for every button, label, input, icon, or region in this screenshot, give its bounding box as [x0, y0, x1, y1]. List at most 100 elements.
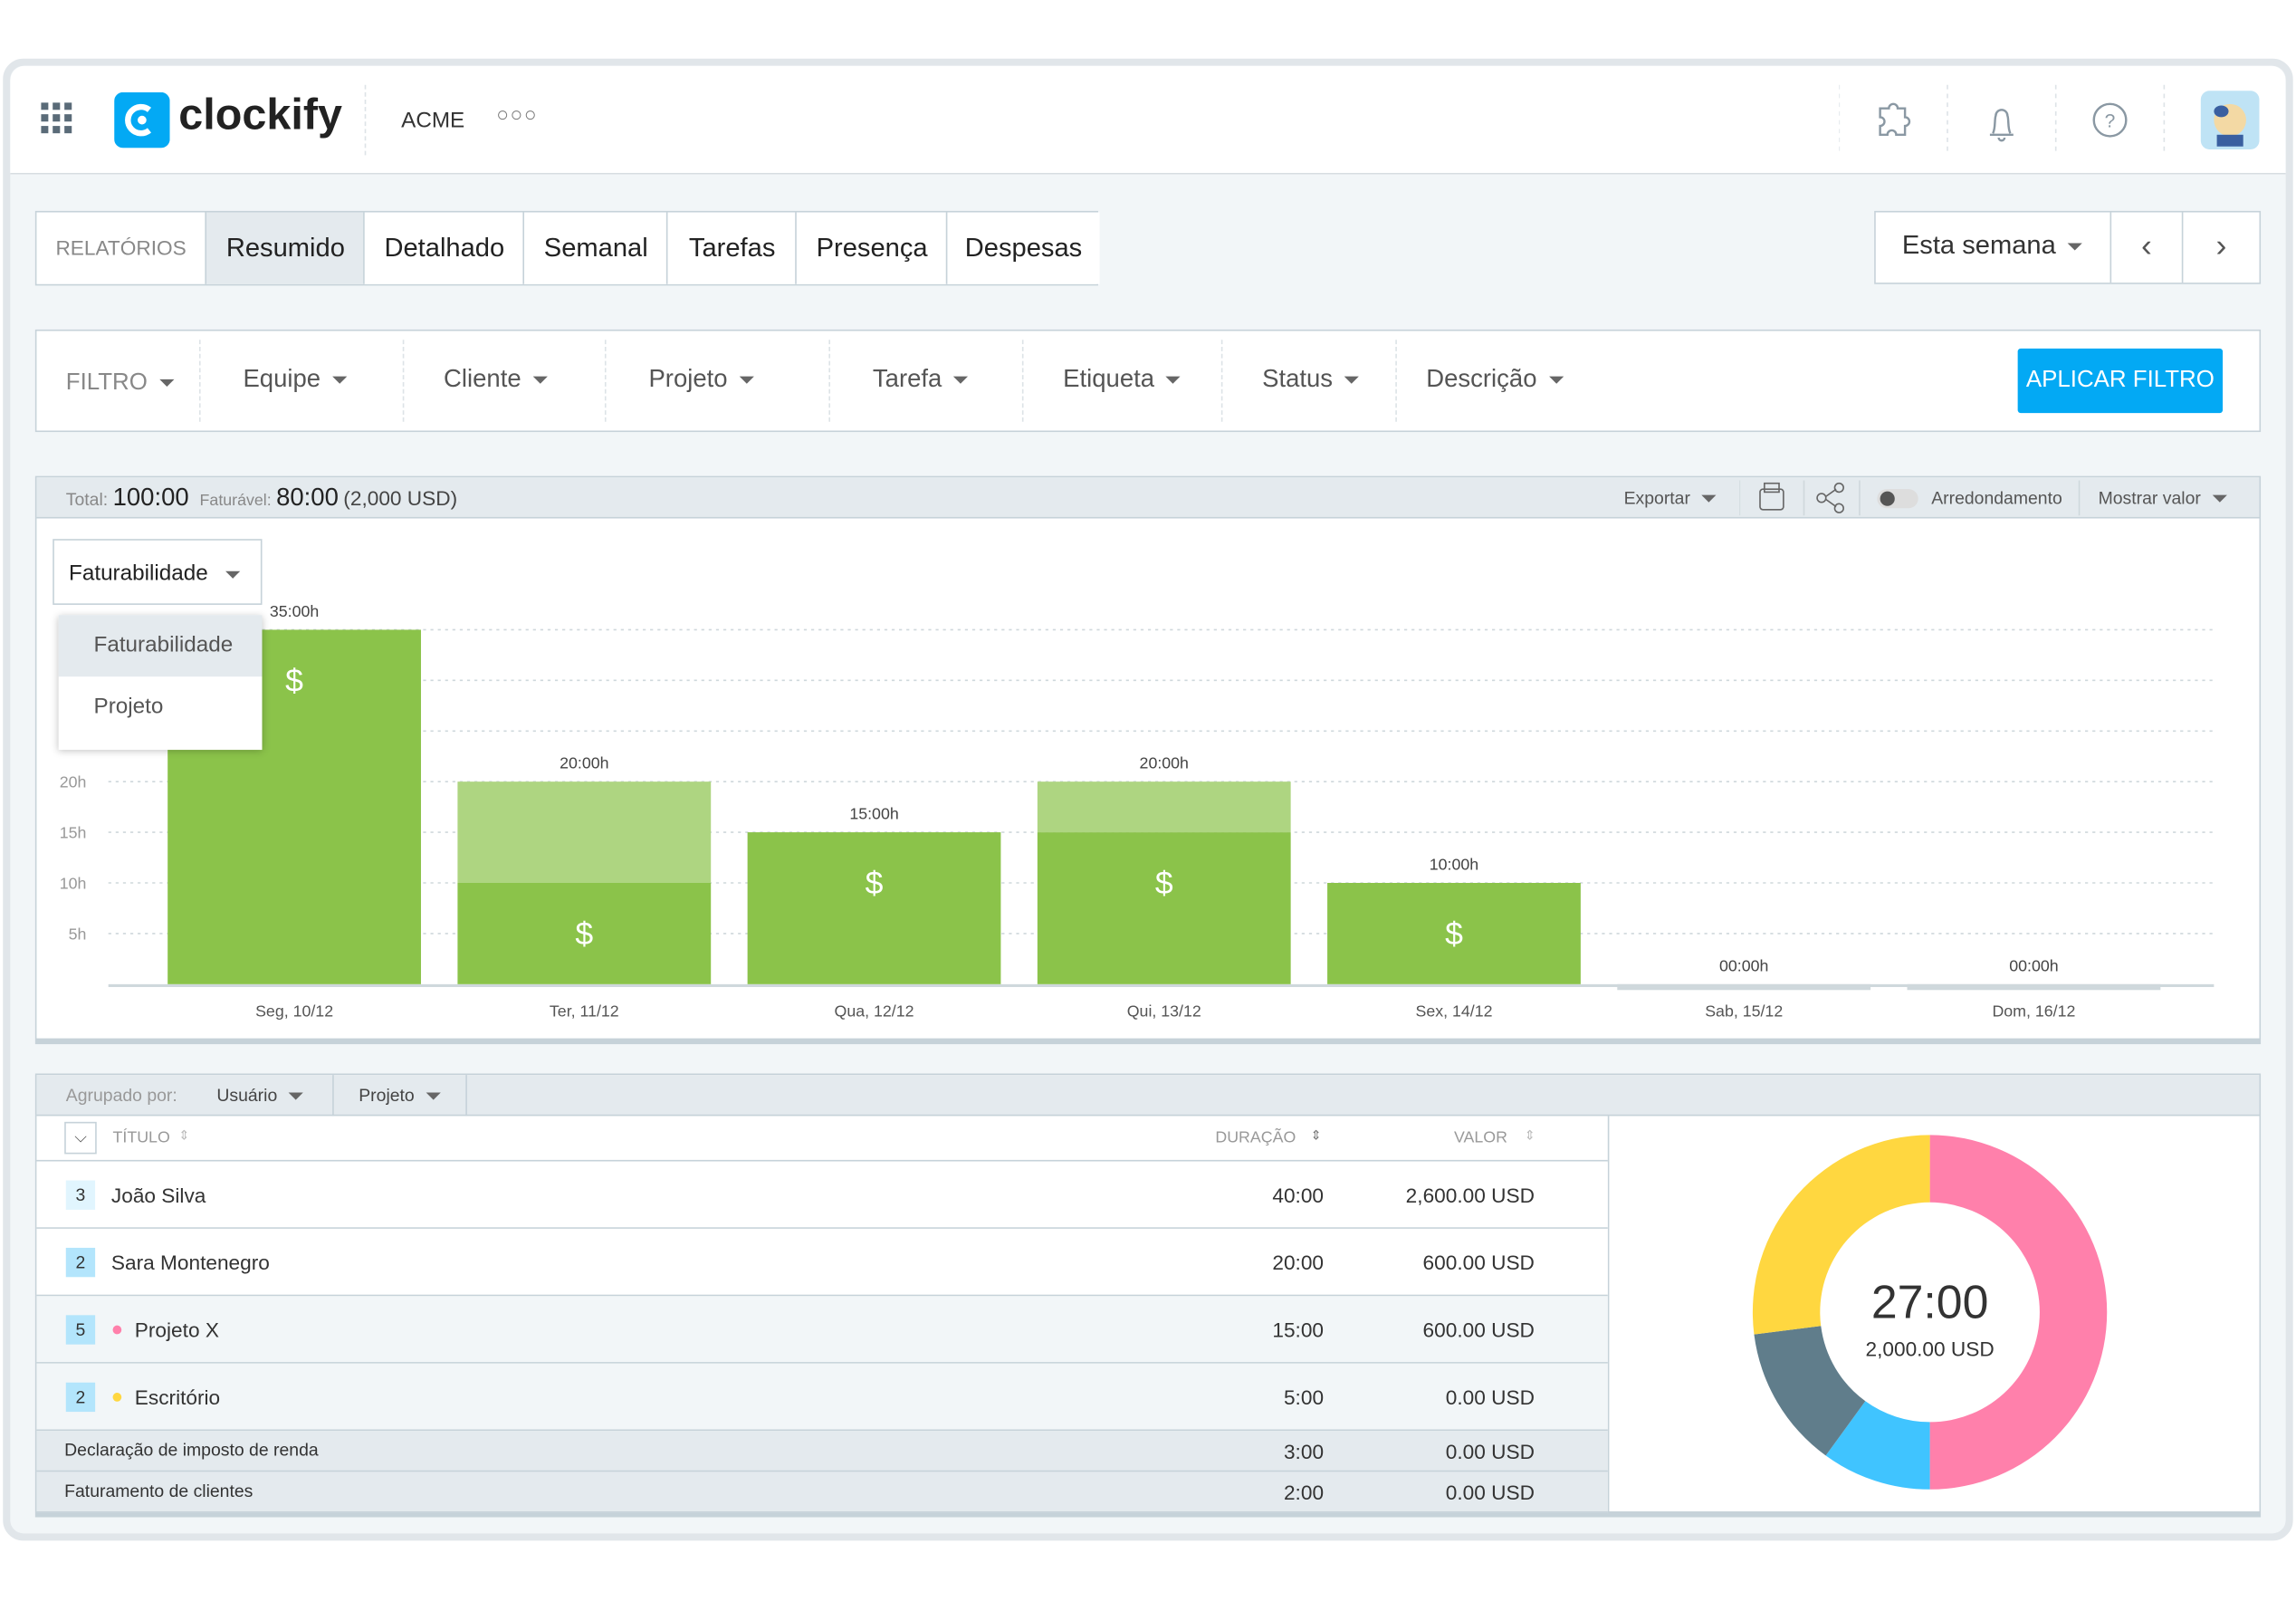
chart-selector-menu: Faturabilidade Projeto — [58, 615, 263, 751]
row-amount: 0.00 USD — [1445, 1438, 1535, 1462]
caret — [289, 1093, 304, 1101]
table-row — [36, 1431, 1608, 1472]
billable-amount: (2,000 USD) — [343, 485, 458, 510]
divider — [1607, 1116, 1610, 1512]
x-tick-label: Ter, 11/12 — [550, 1002, 619, 1020]
caret — [953, 376, 969, 384]
value-label: 00:00h — [1719, 956, 1768, 974]
filter[interactable]: Etiqueta — [1063, 365, 1181, 394]
count-badge: 5 — [65, 1314, 96, 1344]
svg-text:?: ? — [2105, 111, 2116, 132]
filter-label[interactable]: FILTRO — [66, 370, 174, 397]
logo-icon[interactable] — [114, 91, 170, 149]
menu-option[interactable]: Projeto — [93, 694, 164, 720]
filter-label: Tarefa — [872, 364, 942, 393]
top-icons: ? — [1839, 84, 2260, 156]
billable-icon: $ — [866, 865, 884, 901]
filter-label: Cliente — [444, 364, 521, 393]
apps-icon[interactable] — [41, 102, 76, 138]
bar — [1037, 781, 1291, 833]
tabs-label: RELATÓRIOS — [55, 235, 187, 260]
row-duration: 20:00 — [1272, 1250, 1325, 1274]
group-value: Usuário — [216, 1085, 278, 1107]
empty-bar — [1907, 983, 2161, 991]
x-tick-label: Qui, 13/12 — [1127, 1002, 1201, 1020]
rounding[interactable]: Arredondamento — [1931, 487, 2062, 509]
chart-selector[interactable]: Faturabilidade — [53, 539, 263, 605]
count-badge: 2 — [65, 1381, 96, 1412]
row-amount: 2,600.00 USD — [1405, 1183, 1535, 1207]
row-title: Sara Montenegro — [110, 1250, 270, 1274]
caret — [2212, 495, 2227, 503]
donut-chart: 27:00 2,000.00 USD — [1752, 1135, 2108, 1490]
caret — [225, 570, 241, 579]
sort-icon[interactable]: ⇕ — [178, 1127, 190, 1143]
bar — [1037, 832, 1291, 984]
billable: 80:00 — [276, 483, 339, 512]
bar — [457, 781, 712, 884]
y-tick-label: 10h — [60, 874, 87, 892]
billable-icon: $ — [285, 662, 303, 698]
date-range[interactable]: Esta semana — [1902, 230, 2082, 261]
show-value[interactable]: Mostrar valor — [2099, 488, 2227, 508]
more-menu[interactable]: ○○○ — [496, 102, 539, 127]
tab[interactable]: Despesas — [945, 212, 1100, 284]
column-header[interactable]: DURAÇÃO — [1215, 1128, 1296, 1147]
prev-button[interactable]: ‹ — [2109, 212, 2184, 283]
filter[interactable]: Projeto — [648, 365, 754, 394]
row-amount: 0.00 USD — [1445, 1480, 1535, 1504]
row-amount: 600.00 USD — [1422, 1317, 1535, 1341]
table-row — [36, 1228, 1608, 1297]
column-header[interactable]: VALOR — [1453, 1128, 1507, 1147]
caret — [2067, 243, 2082, 251]
filter[interactable]: Cliente — [444, 365, 548, 394]
value-label: 15:00h — [849, 805, 898, 823]
tab[interactable]: Presença — [795, 212, 948, 284]
next-button[interactable]: › — [2215, 226, 2227, 264]
sort-icon[interactable]: ⇕ — [1524, 1127, 1535, 1143]
group-select[interactable]: Usuário — [216, 1085, 304, 1107]
chart-selector-value: Faturabilidade — [69, 561, 208, 586]
menu-option[interactable]: Faturabilidade — [58, 615, 263, 677]
caret — [739, 376, 754, 384]
row-duration: 2:00 — [1283, 1480, 1325, 1504]
donut-segment — [1825, 1401, 1930, 1490]
divider — [364, 84, 367, 156]
export[interactable]: Exportar — [1624, 488, 1717, 508]
filter-label: Etiqueta — [1063, 364, 1155, 393]
filter[interactable]: Tarefa — [873, 365, 969, 394]
donut-segment — [1752, 1135, 1930, 1335]
caret — [532, 376, 548, 384]
tab[interactable]: Tarefas — [665, 212, 797, 284]
filter-separator — [1395, 340, 1397, 422]
column-header[interactable]: TÍTULO — [112, 1128, 170, 1147]
row-title: Projeto X — [134, 1317, 219, 1341]
tab[interactable]: Resumido — [205, 212, 365, 284]
sort-icon[interactable]: ⇕ — [1310, 1127, 1322, 1143]
expand-toggle[interactable]: ⌵ — [64, 1121, 97, 1155]
filter-label: Equipe — [243, 364, 321, 393]
count-badge: 3 — [65, 1180, 96, 1210]
table-row — [36, 1363, 1608, 1432]
filter[interactable]: Equipe — [243, 364, 348, 394]
caret — [1548, 376, 1564, 384]
brand: clockify — [178, 91, 343, 139]
filter-separator — [402, 340, 405, 422]
workspace[interactable]: ACME — [401, 108, 465, 134]
x-tick-label: Sex, 14/12 — [1415, 1002, 1492, 1020]
billable-label: Faturável: — [199, 492, 272, 510]
group-select[interactable]: Projeto — [359, 1085, 441, 1106]
apply-filter-button[interactable]: APLICAR FILTRO — [2017, 348, 2224, 414]
filter[interactable]: Descrição — [1426, 364, 1564, 394]
bar — [457, 883, 712, 984]
value-label: 20:00h — [1140, 754, 1189, 772]
filter-label: Descrição — [1426, 364, 1537, 393]
tab[interactable]: Detalhado — [363, 212, 524, 284]
row-duration: 15:00 — [1272, 1317, 1325, 1341]
tab[interactable]: Semanal — [522, 212, 668, 284]
filter-label: Status — [1262, 364, 1334, 393]
caret — [1344, 376, 1360, 384]
filter[interactable]: Status — [1262, 364, 1360, 394]
donut-segment — [1754, 1326, 1866, 1456]
